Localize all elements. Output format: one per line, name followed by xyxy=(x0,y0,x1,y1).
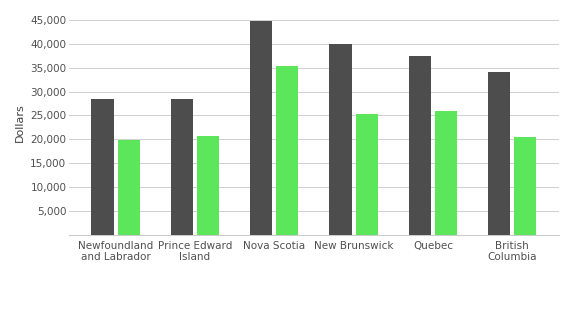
Bar xyxy=(276,66,298,235)
Bar xyxy=(197,136,219,235)
Bar xyxy=(355,115,378,235)
Bar xyxy=(409,55,431,235)
Bar xyxy=(435,111,457,235)
Bar xyxy=(514,137,536,235)
Bar xyxy=(92,99,113,235)
Bar xyxy=(329,44,351,235)
Bar xyxy=(170,99,193,235)
Bar xyxy=(118,140,140,235)
Bar xyxy=(488,72,510,235)
Y-axis label: Dollars: Dollars xyxy=(14,103,25,142)
Bar xyxy=(250,20,272,235)
